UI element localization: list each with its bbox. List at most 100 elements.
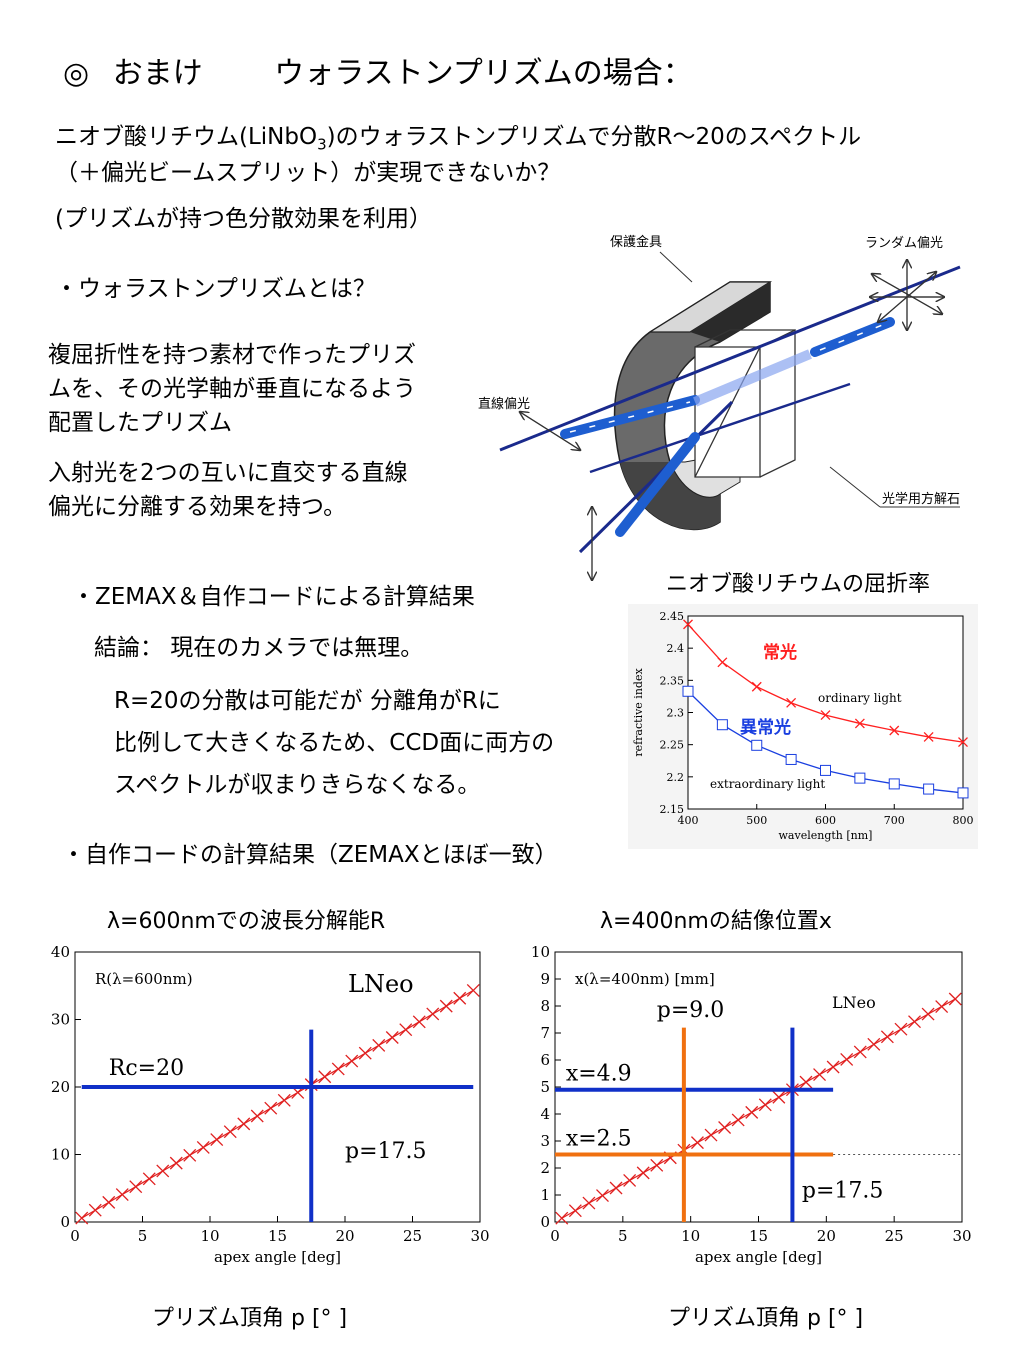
x-tick-label: 5: [618, 1227, 628, 1245]
conclusion-detail: R=20の分散は可能だが 分離角がRに 比例して大きくなるため、CCD面に両方の…: [114, 680, 554, 806]
data-point-square: [682, 685, 694, 697]
data-point-x: [129, 1180, 143, 1194]
data-point-x: [88, 1203, 102, 1217]
x-tick-label: 25: [403, 1227, 422, 1245]
data-point-x: [958, 737, 968, 748]
y-tick-label: 10: [51, 1146, 70, 1164]
data-point-x: [731, 1113, 745, 1127]
data-point-x: [923, 731, 934, 742]
data-point-x: [826, 1060, 840, 1074]
lneo-tag: LNeo: [832, 993, 876, 1012]
x-tick-label: 10: [200, 1227, 219, 1245]
data-point-x: [889, 725, 900, 736]
data-point-x: [854, 718, 865, 729]
section2-heading: ・ZEMAX＆自作コードによる計算結果: [72, 584, 475, 610]
data-point-x: [717, 657, 728, 668]
y-tick-label: 2.4: [667, 642, 685, 655]
label-extraordinary-jp: 異常光: [740, 717, 791, 738]
desc-line: 配置したプリズム: [48, 410, 232, 436]
legend-extraordinary: extraordinary light: [710, 777, 825, 791]
x-tick-label: 15: [268, 1227, 287, 1245]
data-point-x: [948, 992, 962, 1006]
lneo-tag: LNeo: [348, 970, 414, 998]
data-point-x: [318, 1070, 332, 1084]
resolution-chart-title: λ=600nmでの波長分解能R: [107, 909, 386, 934]
data-point-x: [264, 1101, 278, 1115]
data-point-square: [888, 778, 900, 790]
refractive-index-chart: 400 500 600 700 800 2.15 2.2 2.25 2.3 2.35 2.4 2.45…: [628, 604, 978, 849]
section1-desc: 複屈折性を持つ素材で作ったプリズ ムを、その光学軸が垂直になるよう 配置したプリ…: [48, 338, 416, 440]
p-label: p=17.5: [345, 1139, 427, 1164]
position-chart-bottom-label: プリズム頂角 p [° ]: [668, 1306, 864, 1331]
label-ordinary-jp: 常光: [763, 642, 797, 663]
x-tick-label: 25: [885, 1227, 904, 1245]
inner-label: x(λ=400nm) [mm]: [575, 970, 715, 988]
inner-label: R(λ=600nm): [95, 970, 193, 988]
data-point-x: [142, 1172, 156, 1186]
x-label-1: x=2.5: [566, 1127, 632, 1152]
data-point-x: [75, 1211, 89, 1225]
resolution-chart-bottom-label: プリズム頂角 p [° ]: [152, 1306, 348, 1331]
intro-line-1: ニオブ酸リチウム(LiNbO3)のウォラストンプリズムで分散R〜20のスペクトル: [55, 120, 861, 162]
label-guard: 保護金具: [610, 234, 662, 249]
plot-area: [554, 951, 963, 1223]
data-line: [81, 989, 474, 1219]
x-label-0: x=4.9: [566, 1062, 632, 1087]
data-point-x: [745, 1105, 759, 1119]
title-omake: おまけ: [112, 56, 203, 91]
label-calcite: 光学用方解石: [882, 491, 960, 506]
detail-line: 比例して大きくなるため、CCD面に両方の: [114, 730, 555, 756]
data-point-square: [751, 739, 763, 751]
data-point-x: [372, 1038, 386, 1052]
data-line: [561, 998, 956, 1219]
data-point-x: [169, 1156, 183, 1170]
x-tick-label: 600: [815, 814, 836, 827]
y-tick-label: 30: [51, 1011, 70, 1029]
x-tick-label: 20: [817, 1227, 836, 1245]
x-tick-label: 15: [749, 1227, 768, 1245]
data-point-x: [183, 1148, 197, 1162]
polarization-arrows: [520, 251, 960, 580]
x-tick-label: 500: [746, 814, 767, 827]
y-tick-label: 6: [540, 1051, 550, 1069]
data-point-square: [923, 783, 935, 795]
resolution-chart: 0 5 10 15 20 25 30 0 10 20 30 40 apex angle [deg] R(λ…: [51, 943, 490, 1266]
data-point-x: [609, 1181, 623, 1195]
x-tick-label: 30: [952, 1227, 971, 1245]
y-tick-label: 10: [531, 943, 550, 961]
data-point-x: [210, 1133, 224, 1147]
data-point-x: [277, 1093, 291, 1107]
detail-line: R=20の分散は可能だが 分離角がRに: [114, 688, 501, 714]
x-tick-label: 30: [470, 1227, 489, 1245]
x-tick-label: 0: [550, 1227, 560, 1245]
refractive-index-chart-title: ニオブ酸リチウムの屈折率: [666, 572, 931, 597]
y-tick-label: 20: [51, 1078, 70, 1096]
y-tick-label: 2.25: [660, 739, 685, 752]
intro-line-3: (プリズムが持つ色分散効果を利用）: [55, 206, 432, 232]
x-axis-label: apex angle [deg]: [695, 1248, 822, 1266]
data-point-x: [908, 1015, 921, 1029]
effect-line: 偏光に分離する効果を持つ。: [48, 494, 347, 520]
data-point-x: [250, 1109, 264, 1123]
page-title: ◎ おまけ ウォラストンプリズムの場合：: [63, 48, 693, 92]
y-tick-label: 40: [51, 943, 70, 961]
y-tick-label: 2.2: [667, 771, 685, 784]
data-point-x: [704, 1128, 718, 1142]
data-point-x: [799, 1075, 813, 1089]
p-label-0: p=9.0: [657, 998, 725, 1023]
data-point-x: [237, 1117, 251, 1131]
data-point-square: [820, 764, 831, 776]
data-point-x: [115, 1188, 129, 1201]
y-tick-label: 2.45: [660, 610, 685, 623]
effect-line: 入射光を2つの互いに直交する直線: [48, 460, 408, 486]
data-point-x: [426, 1007, 440, 1021]
data-point-x: [345, 1054, 359, 1068]
data-point-x: [453, 991, 467, 1005]
data-point-square: [785, 753, 797, 765]
data-point-square: [716, 719, 728, 731]
title-text: ウォラストンプリズムの場合：: [274, 56, 693, 91]
data-point-x: [853, 1045, 867, 1059]
x-tick-label: 0: [70, 1227, 80, 1245]
data-point-x: [399, 1023, 413, 1037]
intro-line-1b: )のウォラストンプリズムで分散R〜20のスペクトル: [326, 124, 862, 150]
